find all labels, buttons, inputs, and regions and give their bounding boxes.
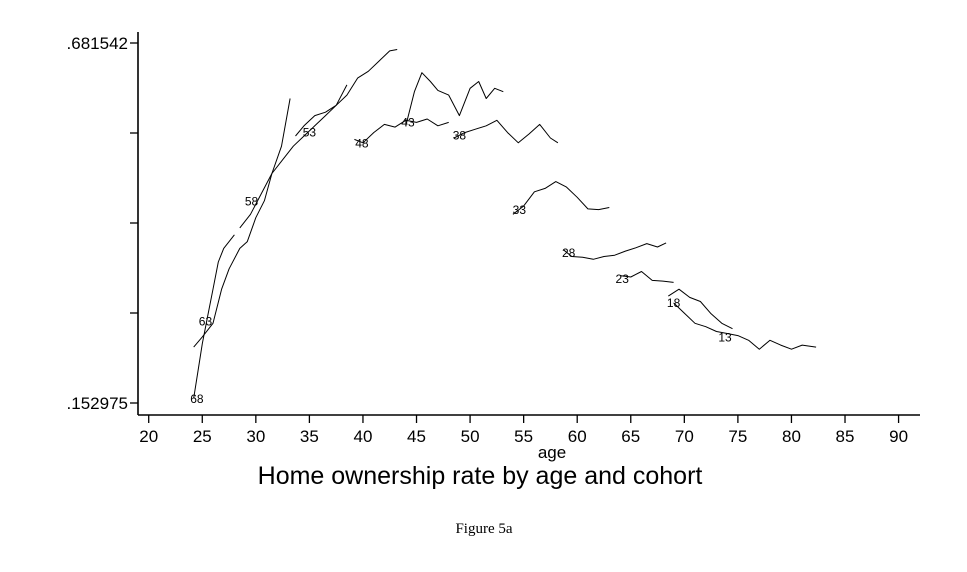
axes <box>137 32 920 416</box>
series-line-cohort-48 <box>354 118 449 144</box>
series-line-cohort-63 <box>193 98 291 348</box>
x-tick-label: 45 <box>407 427 426 446</box>
cohort-label-23: 23 <box>616 272 630 286</box>
x-tick-label: 20 <box>139 427 158 446</box>
cohort-label-43: 43 <box>401 115 415 129</box>
y-tick-label: .681542 <box>67 34 128 53</box>
series-line-cohort-58 <box>239 84 348 229</box>
x-tick-label: 35 <box>300 427 319 446</box>
series-line-cohort-18 <box>668 288 733 330</box>
x-tick-label: 25 <box>193 427 212 446</box>
cohort-label-33: 33 <box>513 203 527 217</box>
x-tick-label: 55 <box>514 427 533 446</box>
cohort-label-38: 38 <box>453 128 467 142</box>
series-line-cohort-43 <box>405 72 504 126</box>
cohort-label-48: 48 <box>355 136 369 150</box>
x-tick-label: 50 <box>461 427 480 446</box>
cohort-label-63: 63 <box>199 314 213 328</box>
cohort-label-58: 58 <box>245 194 259 208</box>
x-tick-label: 85 <box>836 427 855 446</box>
series-line-cohort-13 <box>673 302 817 350</box>
series-line-cohort-23 <box>620 271 674 283</box>
x-tick-label: 60 <box>568 427 587 446</box>
x-tick-label: 30 <box>246 427 265 446</box>
x-axis-label: age <box>538 443 566 462</box>
cohort-label-53: 53 <box>303 126 317 140</box>
x-tick-label: 75 <box>728 427 747 446</box>
x-tick-label: 70 <box>675 427 694 446</box>
series-line-cohort-28 <box>562 242 667 260</box>
cohort-label-68: 68 <box>190 392 204 406</box>
x-tick-label: 80 <box>782 427 801 446</box>
x-tick-label: 90 <box>889 427 908 446</box>
series-line-cohort-38 <box>453 119 559 144</box>
x-tick-label: 65 <box>621 427 640 446</box>
cohort-label-13: 13 <box>718 331 732 345</box>
series-line-cohort-53 <box>295 49 398 137</box>
cohort-label-28: 28 <box>562 246 576 260</box>
y-ticks: .152975 .681542 <box>67 34 138 413</box>
figure-caption: Figure 5a <box>455 521 512 537</box>
x-tick-label: 40 <box>353 427 372 446</box>
x-ticks: 20 25 30 35 40 45 50 55 60 65 70 75 80 85 90 <box>139 415 908 446</box>
series-line-cohort-33 <box>512 181 610 215</box>
y-tick-label: .152975 <box>67 394 128 413</box>
series-line-cohort-68 <box>193 234 235 399</box>
chart-title: Home ownership rate by age and cohort <box>258 462 703 490</box>
